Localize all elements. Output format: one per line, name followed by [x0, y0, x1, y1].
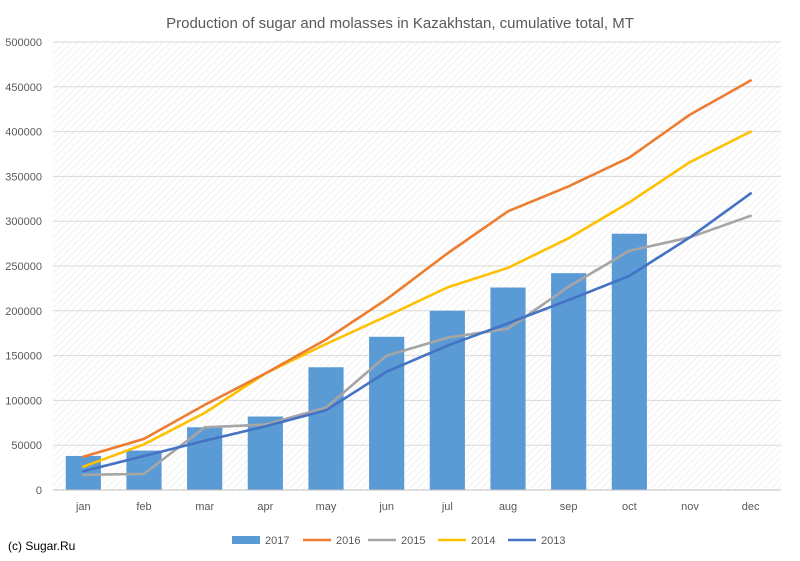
y-tick-label: 100000 — [5, 395, 42, 407]
legend-item-2015: 2015 — [368, 535, 425, 547]
bar-2017-may — [308, 367, 344, 490]
y-tick-label: 350000 — [5, 171, 42, 183]
x-tick-label: oct — [622, 501, 637, 513]
bars-2017 — [65, 233, 647, 490]
y-tick-label: 400000 — [5, 127, 42, 139]
legend-item-2017: 2017 — [232, 535, 289, 547]
x-tick-label: aug — [499, 501, 517, 513]
x-tick-label: jun — [378, 501, 394, 513]
y-tick-label: 0 — [36, 485, 42, 497]
x-tick-label: nov — [681, 501, 699, 513]
x-tick-label: sep — [560, 501, 578, 513]
x-axis: jan feb mar apr may jun jul aug sep oct nov dec — [53, 489, 781, 513]
y-tick-label: 50000 — [11, 440, 42, 452]
x-tick-label: may — [316, 501, 337, 513]
line-2015 — [82, 214, 753, 477]
y-tick-label: 200000 — [5, 306, 42, 318]
x-tick-label: jul — [441, 501, 453, 513]
legend-label: 2014 — [471, 535, 495, 547]
credit-text: (c) Sugar.Ru — [8, 539, 75, 553]
bar-2017-oct — [611, 233, 647, 490]
y-axis: 0 50000 100000 150000 200000 250000 300000 3500… — [5, 37, 42, 497]
y-tick-label: 450000 — [5, 82, 42, 94]
y-tick-label: 300000 — [5, 216, 42, 228]
bar-2017-sep — [551, 273, 587, 490]
legend: 2017 2016 2015 2014 2013 — [232, 535, 565, 547]
line-2016 — [82, 79, 753, 459]
x-tick-label: dec — [742, 501, 760, 513]
legend-label: 2013 — [541, 535, 565, 547]
gridlines — [53, 41, 781, 491]
series-lines — [82, 79, 753, 477]
legend-item-2013: 2013 — [508, 535, 565, 547]
legend-item-2014: 2014 — [438, 535, 495, 547]
x-tick-label: apr — [257, 501, 273, 513]
line-2013 — [82, 192, 753, 473]
legend-swatch — [232, 536, 260, 544]
x-tick-label: mar — [195, 501, 214, 513]
line-2014 — [82, 130, 753, 469]
y-tick-label: 500000 — [5, 37, 42, 49]
chart-title: Production of sugar and molasses in Kaza… — [166, 15, 634, 32]
legend-item-2016: 2016 — [303, 535, 360, 547]
x-tick-label: jan — [75, 501, 91, 513]
y-tick-label: 150000 — [5, 351, 42, 363]
legend-label: 2016 — [336, 535, 360, 547]
legend-label: 2017 — [265, 535, 289, 547]
x-tick-label: feb — [136, 501, 151, 513]
bar-2017-jun — [369, 336, 405, 490]
legend-label: 2015 — [401, 535, 425, 547]
y-tick-label: 250000 — [5, 261, 42, 273]
